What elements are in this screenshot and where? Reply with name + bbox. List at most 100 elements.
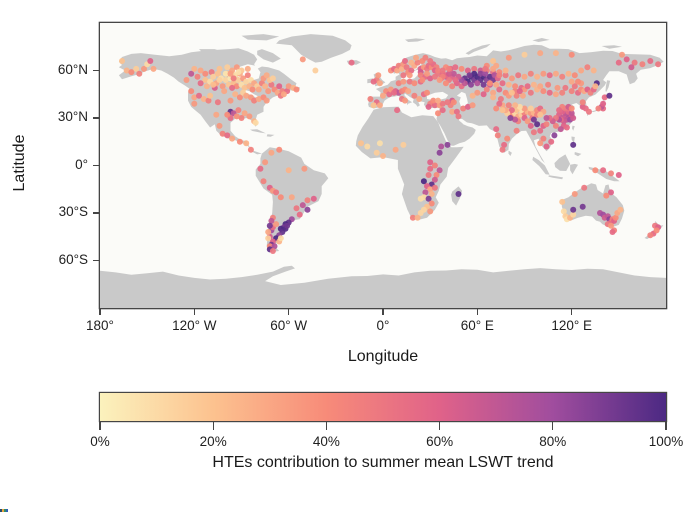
lake-point <box>490 58 497 64</box>
lake-point <box>150 65 157 72</box>
lake-point <box>244 72 251 79</box>
lake-point <box>512 102 519 109</box>
lake-point <box>394 107 401 114</box>
lake-point <box>233 113 240 120</box>
land-polygon <box>100 265 666 308</box>
lake-point <box>521 105 528 112</box>
lake-point <box>431 184 438 191</box>
lake-point <box>408 59 415 66</box>
land-polygon <box>276 34 352 63</box>
lake-point <box>427 186 434 193</box>
lake-point <box>483 86 490 93</box>
lake-point <box>208 69 215 76</box>
lake-point <box>409 214 416 221</box>
lake-point <box>191 100 198 107</box>
lake-point <box>446 70 452 77</box>
lake-scatter-points <box>119 50 662 254</box>
land-polygon <box>605 80 611 92</box>
lake-point <box>436 149 443 156</box>
y-axis-tick <box>93 164 100 167</box>
lake-point <box>570 206 577 213</box>
lake-point <box>546 72 553 79</box>
colorbar-tick-label: 80% <box>539 434 567 449</box>
lake-point <box>219 83 226 90</box>
lake-point <box>395 80 402 87</box>
lake-point <box>235 69 242 76</box>
lake-point <box>435 110 441 117</box>
lake-point <box>450 99 457 106</box>
lake-point <box>252 119 259 126</box>
lake-point <box>417 72 424 79</box>
lake-point <box>499 80 506 87</box>
lake-point <box>422 189 429 196</box>
y-axis-tick <box>93 117 100 119</box>
lake-point <box>265 88 272 95</box>
lake-point <box>552 122 559 129</box>
lake-point <box>606 92 613 99</box>
lake-point <box>207 92 214 99</box>
map-plot-area <box>100 23 666 308</box>
land-polygon <box>241 34 280 41</box>
lake-point <box>600 167 607 174</box>
x-tick-label: 60° W <box>270 318 308 333</box>
lake-point <box>578 67 585 74</box>
lake-point <box>293 205 300 212</box>
land-polygon <box>465 43 491 55</box>
lake-point <box>276 83 283 90</box>
lake-point <box>227 97 234 104</box>
x-tick-label: 0° <box>376 318 390 333</box>
lake-point <box>579 99 586 106</box>
lake-point <box>516 88 523 95</box>
lake-point <box>559 198 566 205</box>
lake-point <box>386 91 393 98</box>
lake-point <box>490 89 497 96</box>
lake-point <box>400 72 407 79</box>
lake-point <box>224 111 231 118</box>
lake-point <box>200 96 207 102</box>
lake-point <box>375 72 382 79</box>
x-axis-tick <box>193 308 195 315</box>
lake-point <box>119 58 125 64</box>
lake-point <box>266 222 273 229</box>
lake-point <box>235 107 242 114</box>
colorbar-tick-label: 60% <box>426 434 454 449</box>
water-polygon <box>243 89 259 98</box>
lake-point <box>505 54 512 61</box>
lake-point <box>508 75 515 82</box>
land-polygon <box>532 38 550 42</box>
land-polygon <box>572 125 575 131</box>
lake-point <box>493 62 500 69</box>
colorbar-tick-label: 0% <box>90 434 110 449</box>
lake-point <box>310 195 317 202</box>
lake-point <box>224 132 231 139</box>
lake-point <box>194 73 201 80</box>
lake-point <box>537 111 544 118</box>
lake-point <box>560 208 567 215</box>
lake-point <box>557 126 564 133</box>
lake-point <box>269 248 276 254</box>
lake-point <box>631 59 638 66</box>
lake-point <box>505 102 512 109</box>
lake-point <box>262 83 269 90</box>
colorbar-tick <box>552 422 554 430</box>
lake-point <box>392 146 399 153</box>
lake-point <box>552 91 559 98</box>
lake-point <box>508 107 515 114</box>
screenshot-pixel-artifact <box>0 509 8 512</box>
x-axis-tick <box>99 308 101 315</box>
lake-point <box>411 80 418 87</box>
lake-point <box>480 91 487 98</box>
lake-point <box>268 217 275 224</box>
lake-point <box>548 138 555 145</box>
lake-point <box>128 69 135 76</box>
world-map <box>100 34 666 308</box>
lake-point <box>196 92 202 99</box>
lake-point <box>496 100 503 107</box>
lake-point <box>444 141 451 148</box>
lake-point <box>464 103 471 110</box>
y-tick-label: 0° <box>75 156 88 172</box>
x-tick-label: 180° <box>86 318 114 333</box>
lake-point <box>540 88 547 95</box>
lake-point <box>296 211 303 218</box>
